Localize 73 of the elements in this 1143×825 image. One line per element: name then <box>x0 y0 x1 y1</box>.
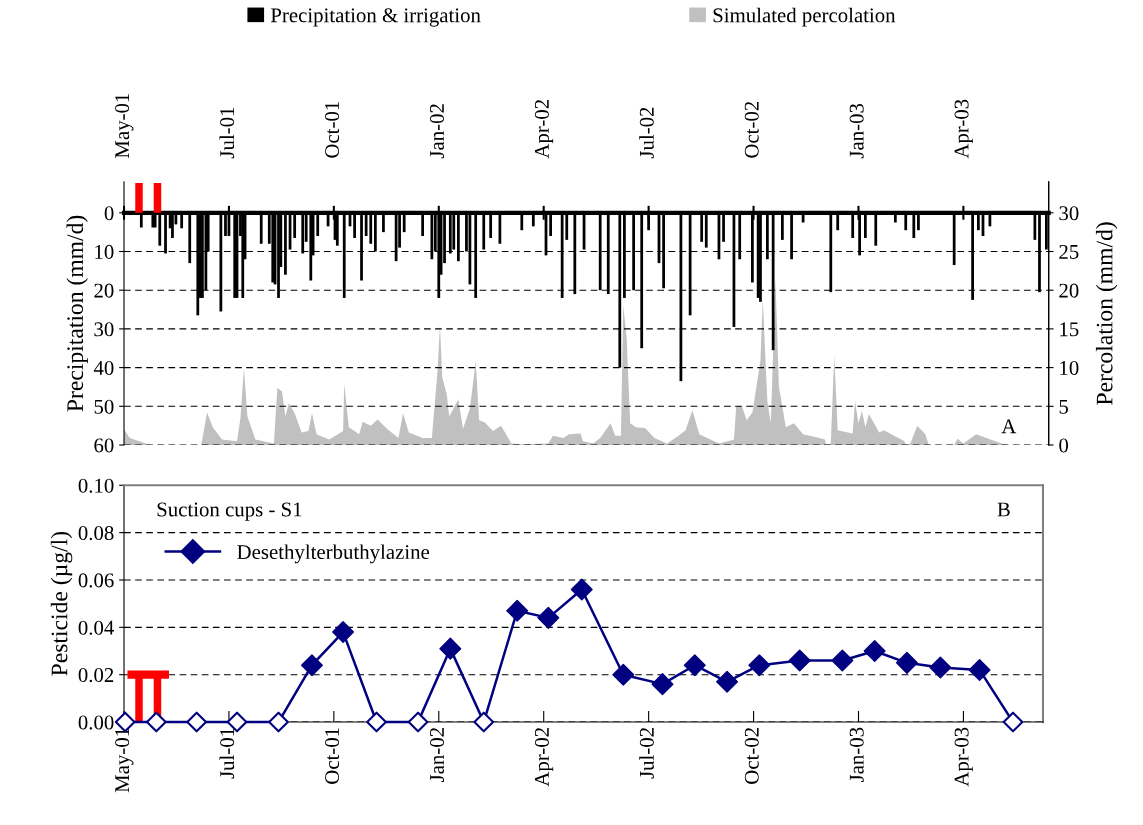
point <box>366 711 387 733</box>
y-axis-title: Precipitation (mm/d) <box>66 215 88 412</box>
bar <box>135 182 143 213</box>
y2-tick-label: 5 <box>1059 399 1069 414</box>
y-tick-label: 0.02 <box>78 668 114 683</box>
point <box>651 673 674 696</box>
y2-tick-label: 15 <box>1060 322 1079 337</box>
x-tick-label: Jul-01 <box>219 728 235 779</box>
point <box>473 711 495 733</box>
x-tick-label: Oct-02 <box>744 101 759 158</box>
annotation: Suction cups - S1 <box>157 502 302 521</box>
x-tick-label: Jan-02 <box>429 728 445 783</box>
legend-label: Desethylterbuthylazine <box>237 544 430 564</box>
x-tick-label: Apr-02 <box>534 100 554 159</box>
x-tick-label: Oct-01 <box>325 102 340 158</box>
y-tick-label: 0.10 <box>78 478 114 493</box>
point <box>1002 711 1024 733</box>
x-tick-label: Jul-02 <box>639 728 654 779</box>
y-tick-label: 10 <box>95 244 114 259</box>
point <box>268 711 289 733</box>
legend-label: Precipitation & irrigation <box>270 8 481 27</box>
y2-tick-label: 20 <box>1059 283 1079 298</box>
x-tick-label: Jul-02 <box>639 107 654 159</box>
point <box>570 578 593 601</box>
point <box>407 711 429 733</box>
x-tick-label: Oct-01 <box>325 728 340 784</box>
y-tick-label: 50 <box>94 399 114 414</box>
annotation: A <box>1001 419 1017 434</box>
y-tick-label: 20 <box>94 283 114 298</box>
point <box>831 649 854 672</box>
point <box>748 654 771 677</box>
y-tick-label: 40 <box>93 360 114 376</box>
y-tick-label: 0 <box>104 206 114 221</box>
y-axis-title: Pesticide (µg/l) <box>50 531 73 676</box>
point <box>332 621 355 644</box>
x-tick-label: Apr-02 <box>534 728 554 787</box>
point <box>186 711 208 733</box>
point <box>968 658 991 681</box>
x-tick-label: Apr-03 <box>954 99 973 159</box>
point <box>895 651 918 674</box>
y-tick-label: 0.04 <box>78 620 114 635</box>
y2-tick-label: 10 <box>1060 360 1079 376</box>
point <box>537 606 560 629</box>
x-tick-label: Jan-03 <box>849 103 864 159</box>
y2-axis-title: Percolation (mm/d) <box>1095 222 1118 405</box>
x-tick-label: Jan-03 <box>849 727 864 783</box>
point <box>145 711 167 733</box>
x-tick-label: Jul-01 <box>219 107 235 159</box>
bar <box>153 182 162 213</box>
y2-tick-label: 25 <box>1059 244 1079 259</box>
point <box>716 670 739 693</box>
y-tick-label: 30 <box>94 322 114 337</box>
annotation: B <box>997 502 1010 517</box>
x-tick-label: May-01 <box>115 728 134 793</box>
y-tick-label: 0.06 <box>78 573 114 588</box>
point <box>683 654 706 677</box>
y-tick-label: 0.00 <box>78 715 114 730</box>
x-tick-label: Apr-03 <box>954 727 973 787</box>
point <box>863 640 886 663</box>
y2-tick-label: 30 <box>1059 206 1079 221</box>
legend-label: Simulated percolation <box>713 7 896 27</box>
y-tick-label: 0.08 <box>78 525 114 541</box>
point <box>612 663 635 686</box>
y-tick-label: 60 <box>94 438 114 453</box>
x-tick-label: May-01 <box>115 93 134 159</box>
point <box>300 654 323 677</box>
x-tick-label: Oct-02 <box>744 728 759 784</box>
point <box>506 599 529 622</box>
y2-tick-label: 0 <box>1059 438 1069 453</box>
x-tick-label: Jan-02 <box>429 104 444 159</box>
point <box>929 656 952 679</box>
point <box>439 637 462 660</box>
point <box>788 649 811 672</box>
